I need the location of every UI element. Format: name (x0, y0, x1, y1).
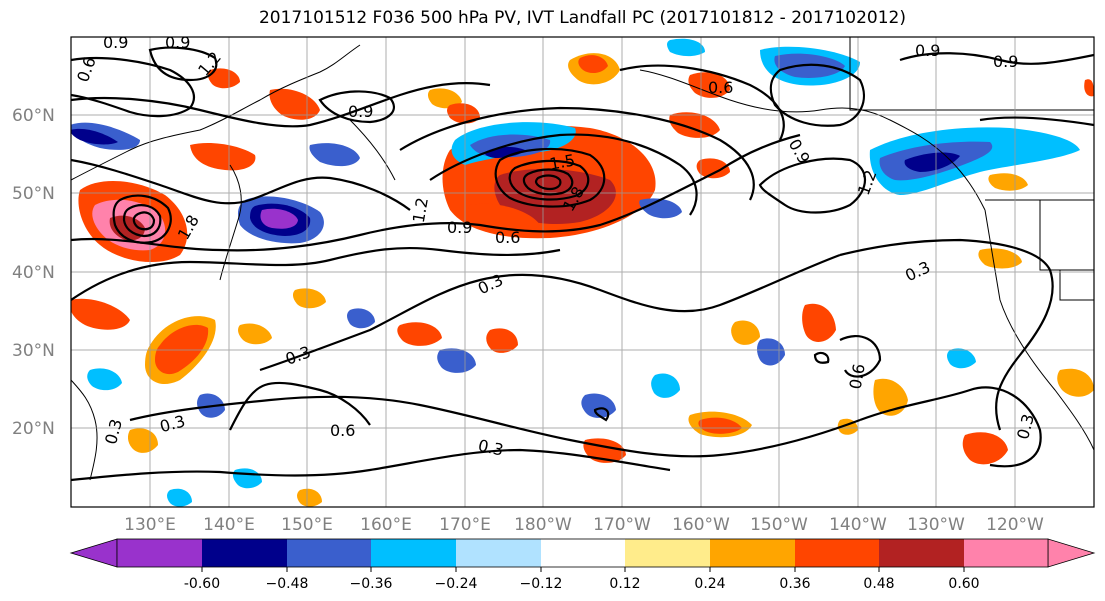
colorbar-tick-label: −0.24 (435, 576, 478, 592)
colorbar-tick-label: 0.48 (863, 576, 894, 592)
colorbar-segment (964, 539, 1048, 567)
colorbar-segment (795, 539, 879, 567)
contour-label: 0.9 (348, 102, 373, 121)
colorbar-segment (117, 539, 202, 567)
colorbar-segment (625, 539, 710, 567)
lat-label: 60°N (12, 106, 55, 126)
lon-label: 170°W (593, 515, 651, 535)
lon-label: 150°E (281, 515, 333, 535)
lon-label: 140°W (829, 515, 887, 535)
colorbar-tick-label: −0.48 (266, 576, 309, 592)
contour-label: 0.9 (915, 41, 940, 60)
colorbar-ticks (201, 567, 965, 572)
lon-label: 120°W (986, 515, 1044, 535)
contour-label: 0.6 (495, 228, 520, 247)
contour-label: 0.9 (993, 52, 1018, 71)
colorbar-tick-label: 0.12 (609, 576, 640, 592)
contour-label: 0.9 (103, 33, 128, 52)
lat-label: 30°N (12, 341, 55, 361)
contour-label: 0.6 (330, 421, 355, 440)
colorbar-segment (287, 539, 371, 567)
lon-label: 160°W (672, 515, 730, 535)
colorbar-segment (202, 539, 287, 567)
colorbar-frame (116, 538, 1049, 568)
colorbar-segment (710, 539, 795, 567)
contour-label: 0.3 (476, 436, 505, 460)
colorbar: -0.60 −0.48 −0.36 −0.24 −0.12 0.12 0.24 … (69, 538, 1096, 592)
contour-label: 1.5 (548, 150, 576, 173)
colorbar-tick-label: −0.36 (350, 576, 393, 592)
colorbar-segment (879, 539, 964, 567)
colorbar-tick-label: -0.60 (184, 576, 220, 592)
lon-label: 140°E (203, 515, 255, 535)
pv-contours (71, 46, 1094, 482)
colorbar-tick-label: 0.60 (948, 576, 979, 592)
lat-label: 20°N (12, 419, 55, 439)
contour-label: 0.6 (708, 78, 733, 97)
colorbar-max-extend (1047, 538, 1096, 568)
lat-label: 50°N (12, 184, 55, 204)
lon-label: 130°W (907, 515, 965, 535)
contour-label: 0.9 (447, 218, 472, 237)
graticule (71, 37, 1094, 507)
colorbar-segment (541, 539, 625, 567)
lon-label: 130°E (124, 515, 176, 535)
lon-label: 160°E (360, 515, 412, 535)
map-plot-area: 0.9 0.9 1.2 0.6 0.9 0.6 0.9 0.9 1.2 0.9 … (71, 33, 1094, 507)
lat-label: 40°N (12, 263, 55, 283)
map-title: 2017101512 F036 500 hPa PV, IVT Landfall… (258, 8, 906, 28)
contour-label: 1.2 (409, 196, 432, 224)
lon-label: 180°W (514, 515, 572, 535)
colorbar-segment (371, 539, 456, 567)
contour-label: 0.9 (165, 33, 190, 52)
colorbar-min-extend (69, 538, 118, 568)
contour-label: 0.6 (846, 362, 869, 390)
colorbar-tick-label: 0.24 (694, 576, 725, 592)
colorbar-tick-label: 0.36 (779, 576, 810, 592)
colorbar-segment (456, 539, 541, 567)
plot-frame (70, 36, 1095, 508)
longitude-labels: 130°E 140°E 150°E 160°E 170°E 180°W 170°… (124, 515, 1044, 535)
lon-label: 150°W (750, 515, 808, 535)
lon-label: 170°E (439, 515, 491, 535)
colorbar-tick-label: −0.12 (520, 576, 563, 592)
latitude-labels: 60°N 50°N 40°N 30°N 20°N (12, 106, 55, 439)
